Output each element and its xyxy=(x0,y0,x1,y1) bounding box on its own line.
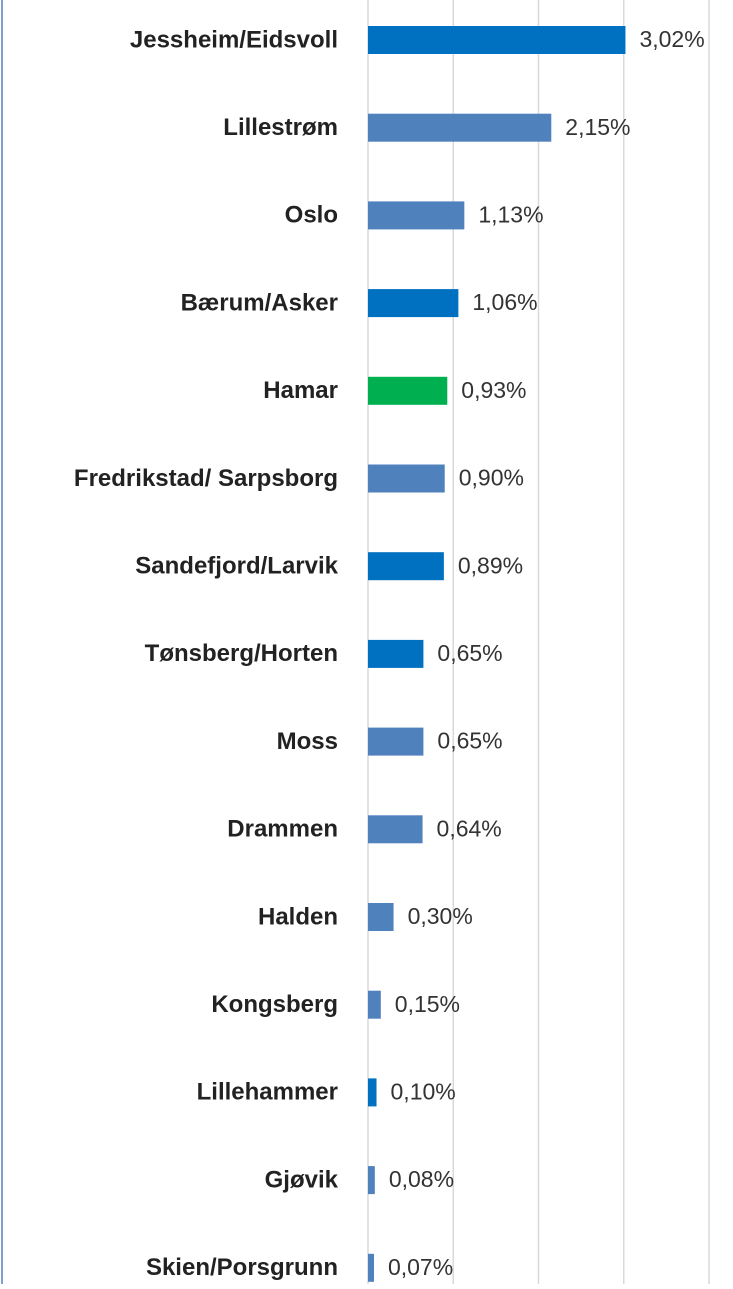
y-tick-label: Lillestrøm xyxy=(223,114,338,141)
value-label: 0,65% xyxy=(437,728,502,754)
y-tick-label: Tønsberg/Horten xyxy=(145,640,338,667)
value-label: 1,06% xyxy=(472,289,537,315)
y-tick-label: Drammen xyxy=(227,816,338,843)
value-label: 0,64% xyxy=(437,815,502,841)
y-tick-label: Kongsberg xyxy=(211,991,338,1018)
bar xyxy=(368,552,444,581)
y-tick-label: Halden xyxy=(258,903,338,930)
bar xyxy=(368,464,445,493)
bar xyxy=(368,815,423,844)
y-tick-label: Oslo xyxy=(285,202,338,229)
bar xyxy=(368,113,552,142)
value-label: 2,15% xyxy=(565,114,630,140)
value-label: 0,93% xyxy=(461,377,526,403)
y-tick-label: Bærum/Asker xyxy=(181,289,338,316)
value-label: 0,89% xyxy=(458,552,523,578)
value-label: 0,08% xyxy=(389,1166,454,1192)
y-tick-label: Lillehammer xyxy=(197,1079,338,1106)
bar xyxy=(368,1166,375,1195)
value-label: 1,13% xyxy=(478,201,543,227)
bar xyxy=(368,26,626,54)
bar xyxy=(368,1078,377,1107)
y-tick-label: Moss xyxy=(277,728,338,755)
y-tick-label: Hamar xyxy=(263,377,338,404)
bar xyxy=(368,903,394,931)
y-tick-label: Gjøvik xyxy=(265,1166,339,1193)
y-tick-label: Jessheim/Eidsvoll xyxy=(130,26,338,53)
value-label: 0,90% xyxy=(459,465,524,491)
bar xyxy=(368,201,465,230)
y-tick-label: Skien/Porsgrunn xyxy=(146,1254,338,1281)
value-label: 0,15% xyxy=(395,991,460,1017)
value-label: 0,07% xyxy=(388,1254,453,1280)
bar xyxy=(368,639,424,668)
bar xyxy=(368,376,448,405)
value-label: 0,65% xyxy=(437,640,502,666)
y-tick-label: Sandefjord/Larvik xyxy=(135,553,338,580)
bar xyxy=(368,289,459,318)
bar xyxy=(368,990,381,1019)
value-label: 0,30% xyxy=(408,903,473,929)
y-tick-label: Fredrikstad/ Sarpsborg xyxy=(74,465,338,492)
bar xyxy=(368,1253,374,1282)
value-label: 0,10% xyxy=(391,1078,456,1104)
bar xyxy=(368,727,424,756)
value-label: 3,02% xyxy=(639,26,704,52)
